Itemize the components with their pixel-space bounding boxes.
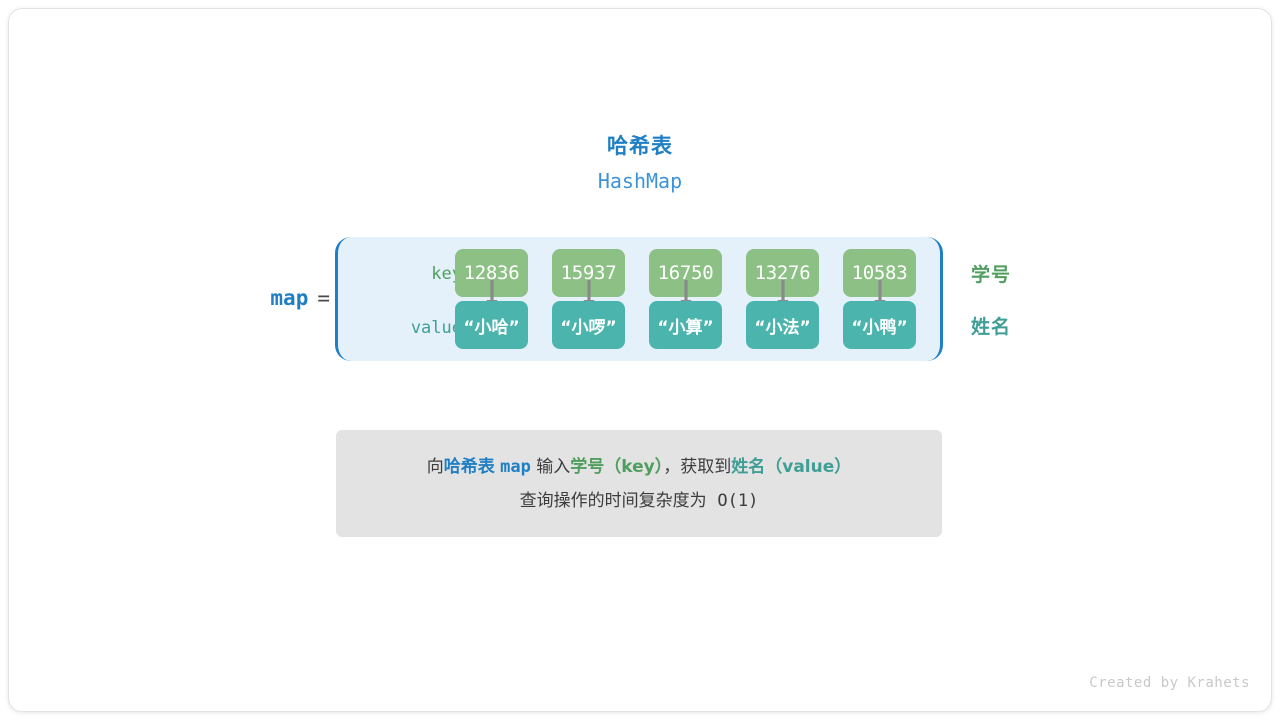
map-variable-name: map [270,286,309,310]
bucket-list: 12836 “小哈” 15937 “小啰” [455,249,942,349]
caption-value-term: 姓名（value） [731,456,852,477]
title-english: HashMap [597,169,683,193]
bucket-column: 10583 “小鸭” [843,249,916,349]
bucket-column: 12836 “小哈” [455,249,528,349]
caption-complexity-text: 查询操作的时间复杂度为 [519,490,707,511]
side-label-student-id: 学号 [971,264,1012,286]
value-cell: “小啰” [552,301,625,349]
value-cell: “小算” [649,301,722,349]
caption-line-2: 查询操作的时间复杂度为 O(1) [520,484,759,518]
caption-map-code: map [500,456,531,477]
caption-text-2: 输入 [536,456,571,477]
value-cell: “小哈” [455,301,528,349]
side-labels: 学号 姓名 [971,237,1091,361]
hashmap-container: key value 12836 “小哈” 15937 [335,237,943,361]
map-variable-label: map = [200,286,330,310]
row-label-key: key [431,264,462,284]
row-labels: key value [352,237,462,361]
title-chinese: 哈希表 [607,134,673,158]
caption-hashmap-term: 哈希表 [443,456,495,477]
bucket-column: 15937 “小啰” [552,249,625,349]
row-label-value: value [410,318,462,338]
bucket-column: 13276 “小法” [746,249,819,349]
equals-sign: = [317,286,330,310]
caption-text-3: ，获取到 [663,456,732,477]
side-label-name: 姓名 [971,316,1012,338]
bucket-column: 16750 “小算” [649,249,722,349]
caption-key-term: 学号（key） [570,456,664,477]
credit-text: Created by Krahets [1089,675,1250,691]
caption-text-1: 向 [426,456,444,477]
value-cell: “小鸭” [843,301,916,349]
caption-line-1: 向哈希表 map 输入学号（key），获取到姓名（value） [427,450,852,484]
value-cell: “小法” [746,301,819,349]
caption-box: 向哈希表 map 输入学号（key），获取到姓名（value） 查询操作的时间复… [336,430,942,537]
diagram-title: 哈希表 HashMap [0,131,1280,195]
caption-complexity-value: O(1) [717,490,759,511]
